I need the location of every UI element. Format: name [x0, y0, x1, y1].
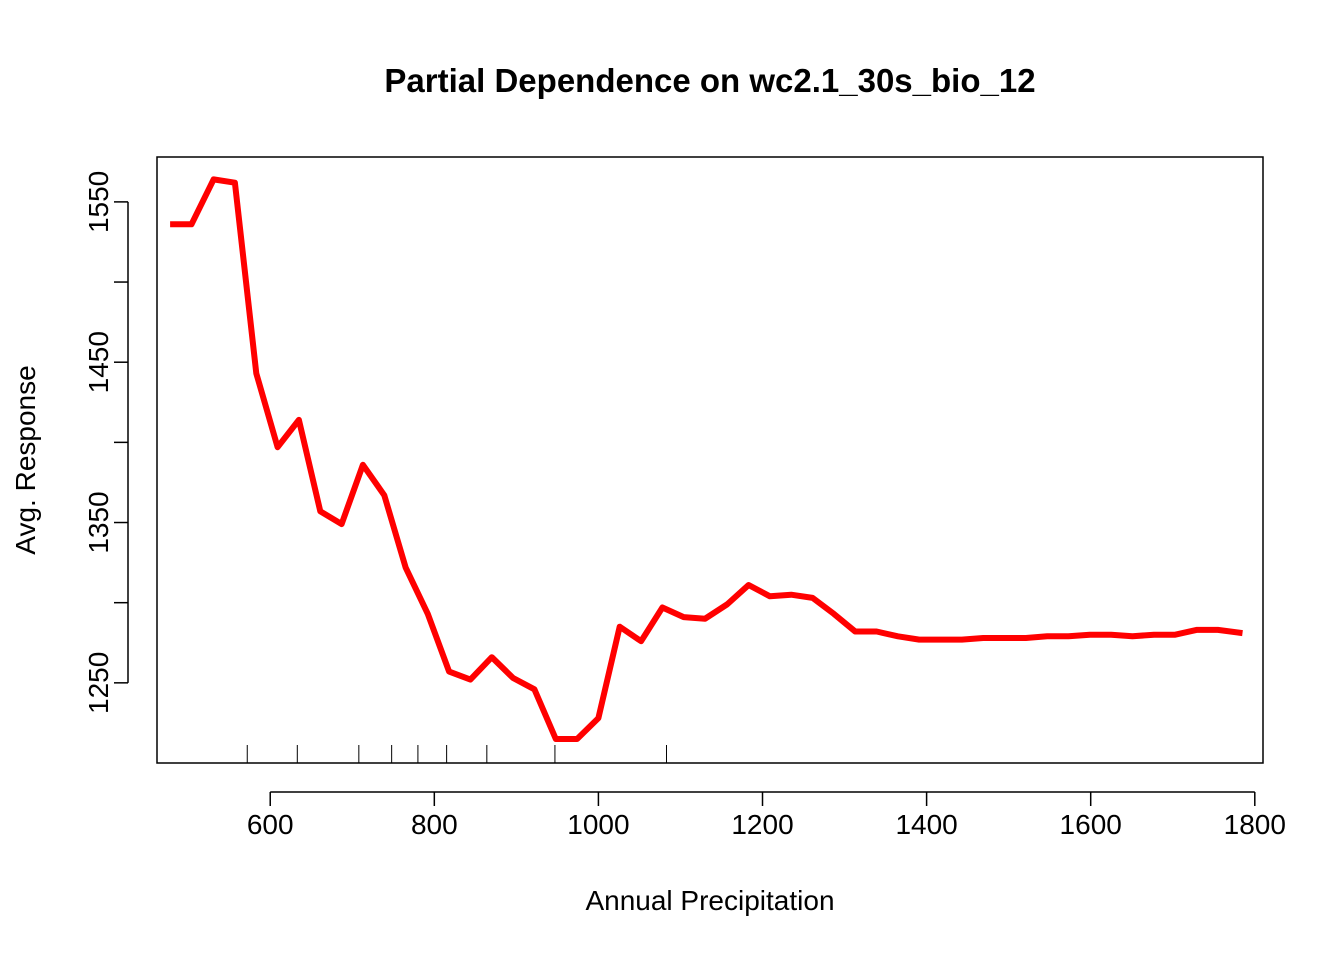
y-tick-label: 1550: [83, 171, 114, 233]
y-axis: 1250 1350 1450 1550: [83, 171, 129, 714]
x-axis-label: Annual Precipitation: [585, 885, 834, 916]
x-tick-label: 800: [411, 809, 458, 840]
series-layer: [170, 176, 1243, 742]
y-tick-label: 1450: [83, 331, 114, 393]
chart-title: Partial Dependence on wc2.1_30s_bio_12: [384, 62, 1035, 99]
rug-marks: [246, 745, 668, 763]
series-line: [170, 176, 1243, 742]
x-tick-label: 1800: [1224, 809, 1286, 840]
y-axis-label: Avg. Response: [10, 365, 41, 554]
x-tick-label: 1400: [895, 809, 957, 840]
plot-frame: [156, 156, 1264, 764]
x-tick-label: 1600: [1060, 809, 1122, 840]
y-tick-label: 1350: [83, 491, 114, 553]
x-axis: 600 800 1000 1200 1400 1600 1800: [247, 791, 1286, 840]
x-tick-label: 1200: [731, 809, 793, 840]
x-tick-label: 600: [247, 809, 294, 840]
y-tick-label: 1250: [83, 652, 114, 714]
x-tick-label: 1000: [567, 809, 629, 840]
